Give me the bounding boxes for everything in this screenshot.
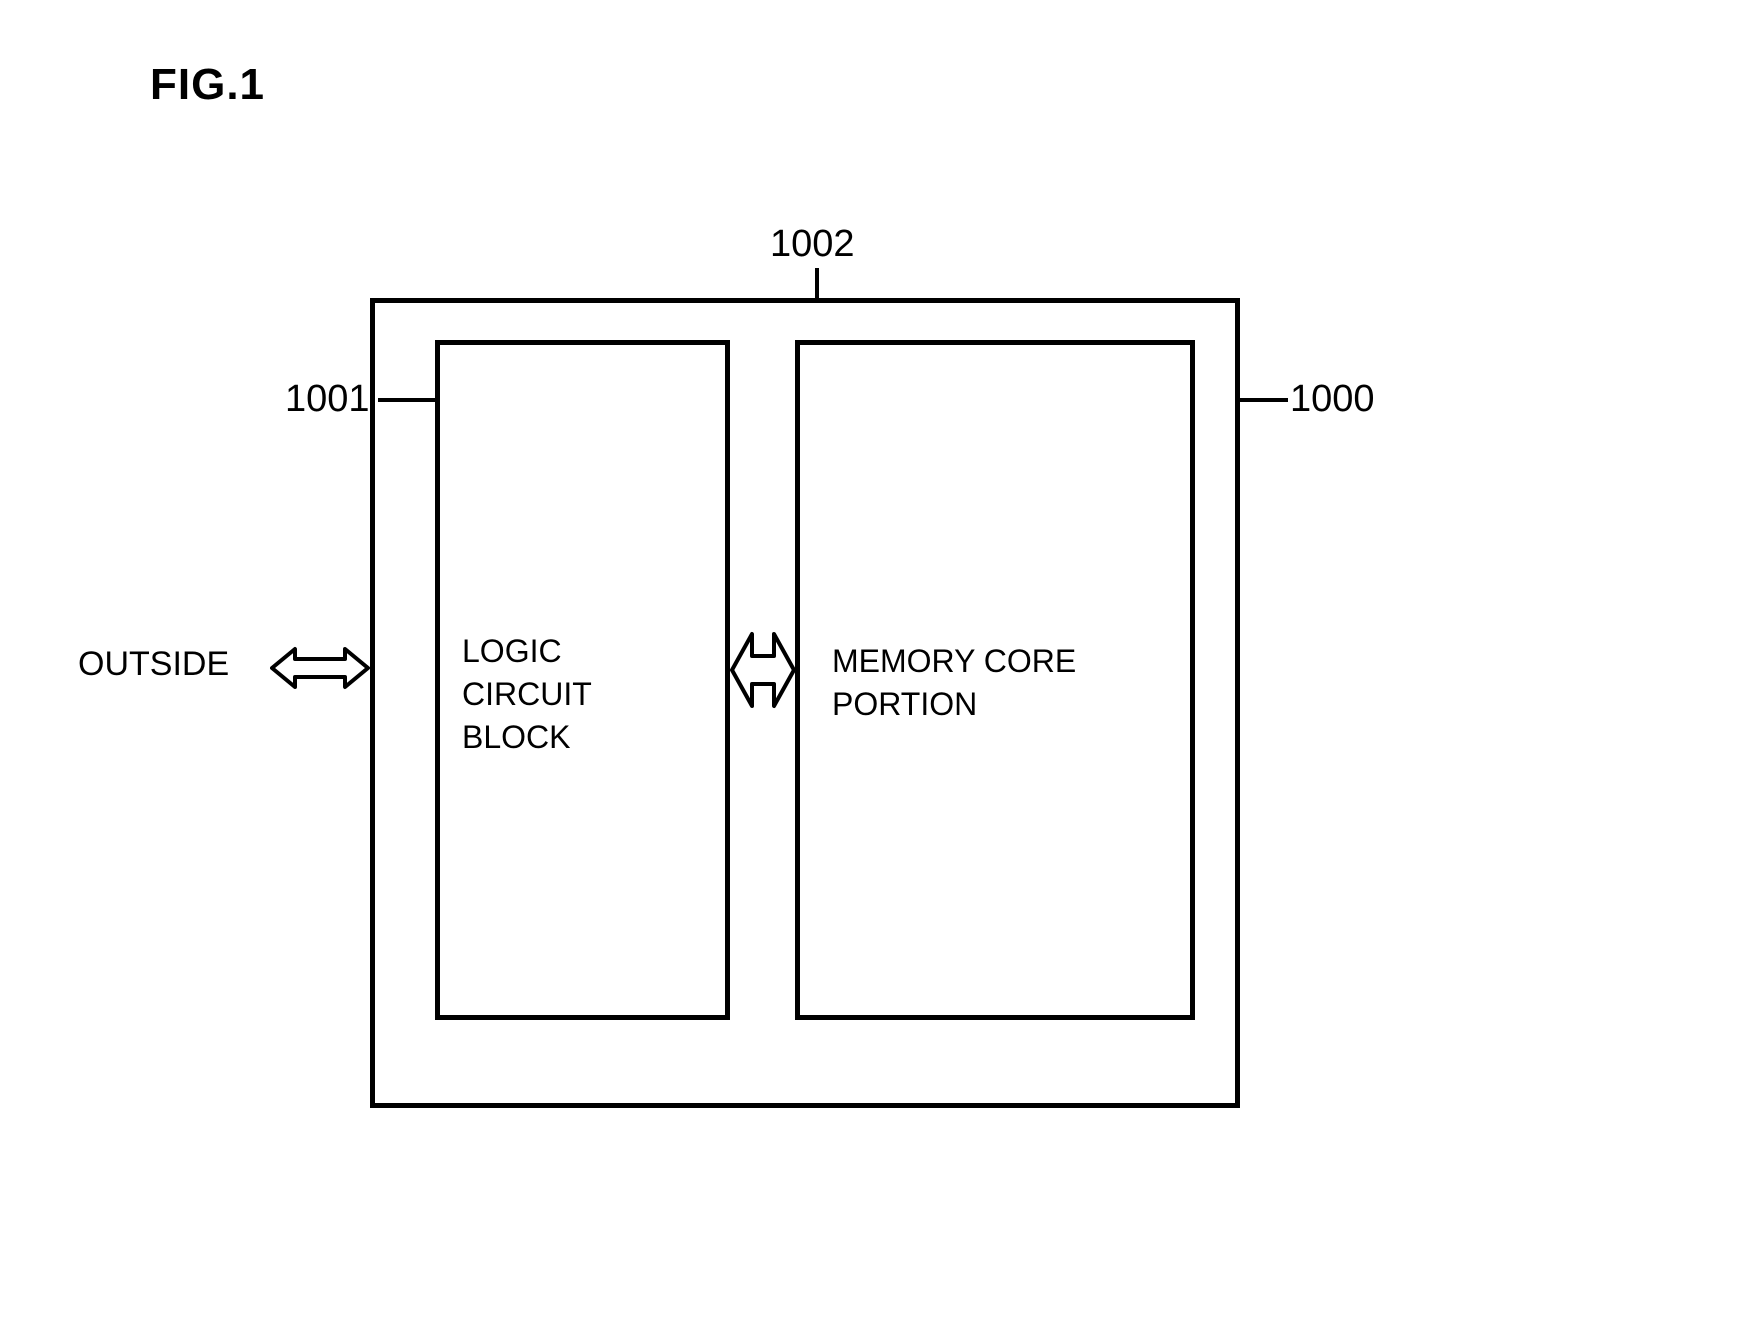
bidir-arrow-internal bbox=[730, 610, 796, 735]
leader-line-1000 bbox=[1240, 398, 1288, 402]
ref-label-1000: 1000 bbox=[1290, 378, 1375, 421]
memory-block-label: MEMORY COREPORTION bbox=[832, 640, 1076, 726]
leader-line-1002 bbox=[815, 268, 819, 300]
logic-circuit-block: LOGICCIRCUITBLOCK bbox=[435, 340, 730, 1020]
ref-label-1001: 1001 bbox=[285, 378, 370, 421]
memory-core-block: MEMORY COREPORTION bbox=[795, 340, 1195, 1020]
leader-line-1001 bbox=[378, 398, 436, 402]
figure-title: FIG.1 bbox=[150, 60, 265, 110]
diagram-container: 1002 1001 1000 LOGICCIRCUITBLOCK MEMORY … bbox=[60, 200, 1610, 1200]
ref-label-1002: 1002 bbox=[770, 223, 855, 266]
logic-block-label: LOGICCIRCUITBLOCK bbox=[462, 630, 592, 760]
bidir-arrow-outside bbox=[270, 645, 370, 696]
outside-label: OUTSIDE bbox=[78, 645, 229, 684]
